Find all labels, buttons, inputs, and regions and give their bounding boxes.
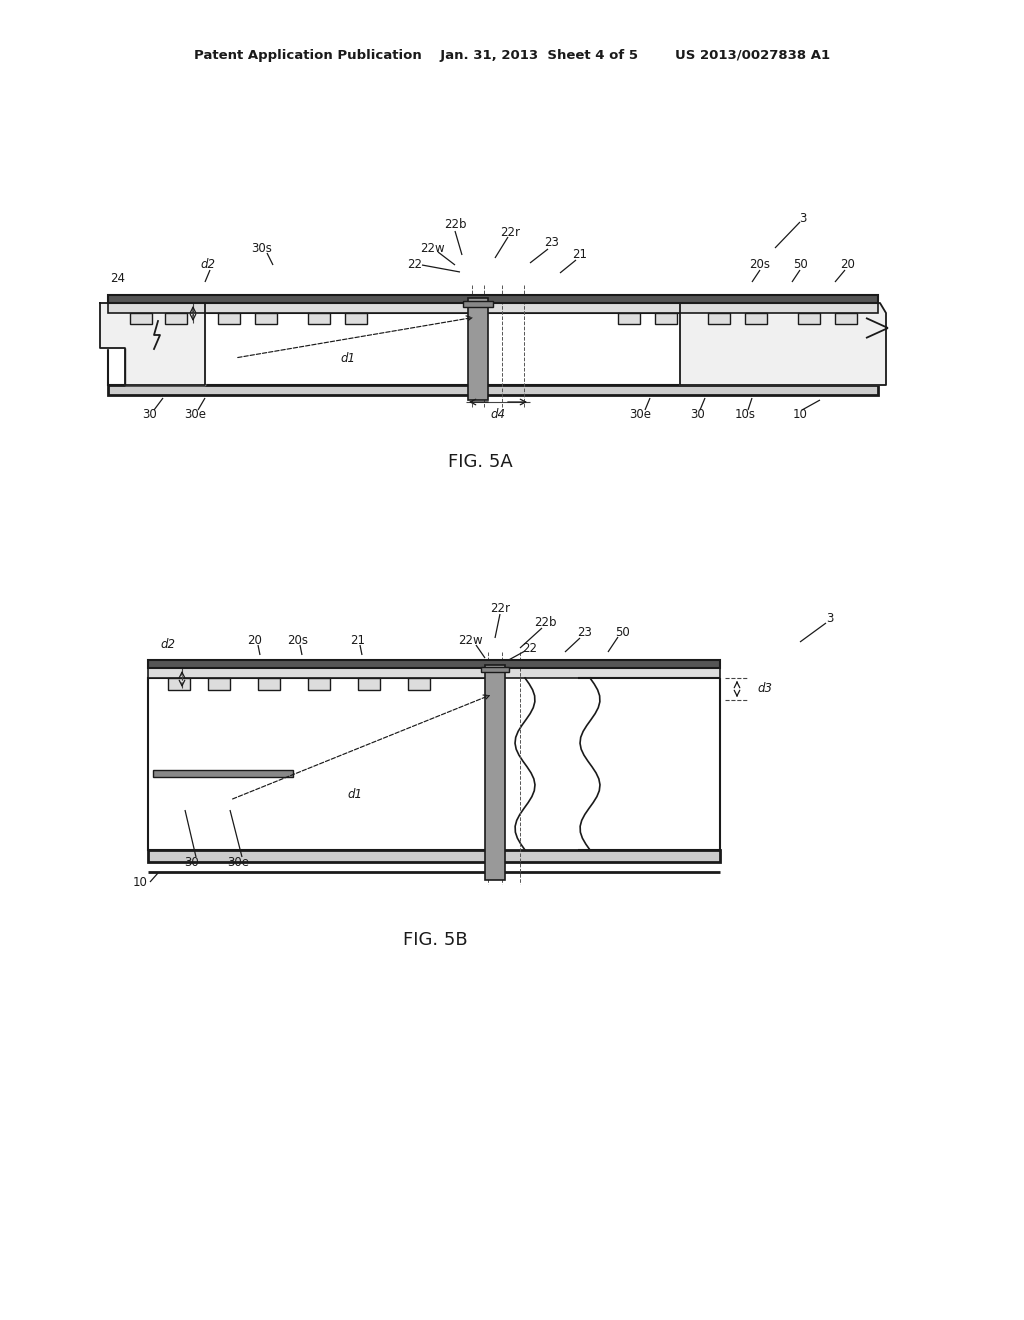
Polygon shape xyxy=(100,304,205,385)
Bar xyxy=(148,660,720,668)
Text: 21: 21 xyxy=(350,634,366,647)
Bar xyxy=(745,313,767,323)
Text: 3: 3 xyxy=(800,211,807,224)
Bar xyxy=(308,678,330,690)
Bar xyxy=(345,313,367,323)
Bar xyxy=(408,678,430,690)
Text: 20s: 20s xyxy=(288,634,308,647)
Text: 50: 50 xyxy=(793,259,807,272)
Text: d1: d1 xyxy=(341,351,355,364)
Text: 10: 10 xyxy=(133,875,148,888)
Bar xyxy=(258,678,280,690)
Bar xyxy=(108,304,878,313)
Text: 21: 21 xyxy=(572,248,588,261)
Text: 30: 30 xyxy=(690,408,706,421)
Text: Patent Application Publication    Jan. 31, 2013  Sheet 4 of 5        US 2013/002: Patent Application Publication Jan. 31, … xyxy=(194,49,830,62)
Text: FIG. 5B: FIG. 5B xyxy=(402,931,467,949)
Text: d1: d1 xyxy=(347,788,362,801)
Text: 30e: 30e xyxy=(227,855,249,869)
Text: 23: 23 xyxy=(545,236,559,249)
Bar xyxy=(618,313,640,323)
Bar xyxy=(208,678,230,690)
Bar xyxy=(255,313,278,323)
Bar xyxy=(130,313,152,323)
Bar xyxy=(148,850,720,862)
Bar xyxy=(148,678,490,850)
Bar xyxy=(481,667,509,672)
Text: 50: 50 xyxy=(614,626,630,639)
Text: 22w: 22w xyxy=(420,242,444,255)
Bar xyxy=(463,301,493,308)
Bar xyxy=(148,668,720,678)
Bar xyxy=(108,313,878,385)
Bar xyxy=(485,665,505,880)
Text: 20: 20 xyxy=(841,259,855,272)
Bar xyxy=(153,770,293,777)
Text: 30e: 30e xyxy=(629,408,651,421)
Text: 22r: 22r xyxy=(490,602,510,615)
Bar xyxy=(165,313,187,323)
Bar xyxy=(168,678,190,690)
Text: 30: 30 xyxy=(184,855,200,869)
Text: 10s: 10s xyxy=(734,408,756,421)
Text: d3: d3 xyxy=(758,682,772,696)
Bar xyxy=(108,294,878,304)
Text: d2: d2 xyxy=(161,639,175,652)
Bar xyxy=(835,313,857,323)
Text: 22: 22 xyxy=(522,642,538,655)
Text: 24: 24 xyxy=(111,272,126,285)
Text: 3: 3 xyxy=(826,611,834,624)
Text: 22w: 22w xyxy=(458,634,482,647)
Text: 30e: 30e xyxy=(184,408,206,421)
Bar xyxy=(468,298,488,400)
Bar xyxy=(708,313,730,323)
Bar xyxy=(308,313,330,323)
Text: 20s: 20s xyxy=(750,259,770,272)
Bar xyxy=(108,385,878,395)
Text: 22r: 22r xyxy=(500,226,520,239)
Text: 22b: 22b xyxy=(443,219,466,231)
Text: 20: 20 xyxy=(248,634,262,647)
Text: 22: 22 xyxy=(408,259,423,272)
Polygon shape xyxy=(680,304,886,385)
Bar xyxy=(358,678,380,690)
Text: d4: d4 xyxy=(490,408,506,421)
Text: d2: d2 xyxy=(201,259,215,272)
Bar xyxy=(218,313,240,323)
Text: 23: 23 xyxy=(578,626,593,639)
Text: FIG. 5A: FIG. 5A xyxy=(447,453,512,471)
Bar xyxy=(655,313,677,323)
Text: 10: 10 xyxy=(793,408,808,421)
Bar xyxy=(798,313,820,323)
Text: 22b: 22b xyxy=(534,615,556,628)
Text: 30: 30 xyxy=(142,408,158,421)
Text: 30s: 30s xyxy=(252,242,272,255)
